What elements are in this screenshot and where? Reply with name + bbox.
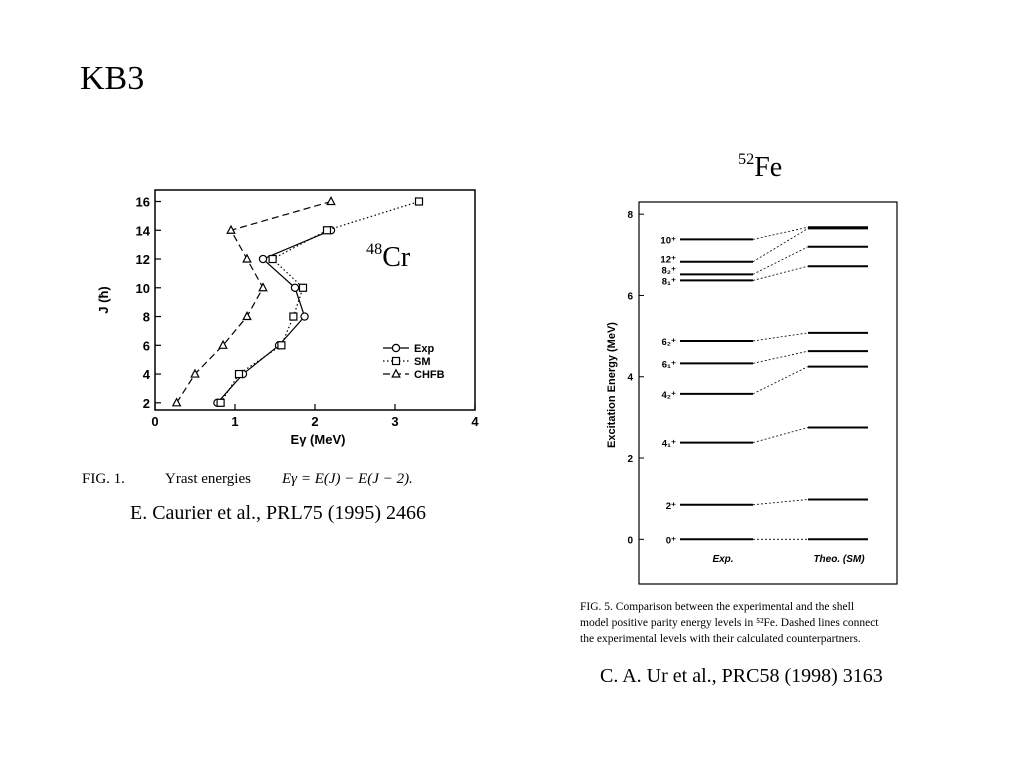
level-y-tick-label: 4	[627, 373, 633, 384]
data-point-chfb	[258, 282, 268, 292]
level-y-tick-label: 0	[627, 535, 633, 546]
series-chfb	[171, 196, 336, 407]
data-point-sm	[234, 369, 244, 379]
connector-line	[752, 366, 809, 395]
y-tick-label: 10	[136, 281, 150, 296]
level-label: 2⁺	[666, 501, 676, 512]
energy-level: 4₁⁺	[662, 426, 868, 450]
fig1-caption-text: Yrast energies	[165, 471, 251, 487]
x-tick-label: 3	[391, 414, 398, 429]
data-point-sm	[277, 341, 286, 350]
level-y-tick-label: 2	[627, 454, 633, 465]
legend-marker	[391, 356, 401, 366]
data-point-sm	[216, 398, 225, 407]
energy-level: 0⁺	[666, 535, 868, 546]
energy-level: 6₁⁺	[662, 350, 868, 370]
y-tick-label: 6	[143, 338, 150, 353]
level-label: 10⁺	[660, 235, 676, 246]
data-point-exp	[258, 254, 268, 264]
energy-level: 6₂⁺	[661, 331, 868, 348]
fe52-label: 52Fe	[738, 149, 783, 184]
column-label-theo: Theo. (SM)	[813, 554, 865, 565]
series-exp	[213, 226, 336, 408]
y-axis-label: J (ħ)	[96, 286, 111, 313]
connector-line	[752, 228, 809, 263]
legend-label: CHFB	[414, 369, 445, 381]
level-label: 8₂⁺	[661, 265, 676, 276]
y-tick-label: 12	[136, 252, 150, 267]
right-citation: C. A. Ur et al., PRC58 (1998) 3163	[600, 665, 883, 687]
level-label: 8₁⁺	[662, 276, 676, 287]
fig1-caption-formula: Eγ = E(J) − E(J − 2).	[281, 471, 413, 487]
left-citation: E. Caurier et al., PRL75 (1995) 2466	[130, 502, 427, 524]
fig5-caption-line2: model positive parity energy levels in ⁵…	[580, 617, 879, 629]
connector-line	[752, 350, 809, 364]
energy-level: 8₂⁺	[661, 245, 868, 276]
slide-title: KB3	[80, 60, 145, 97]
level-y-axis-label: Excitation Energy (MeV)	[606, 322, 618, 448]
fig1-caption-number: FIG. 1.	[82, 471, 125, 487]
column-label-exp: Exp.	[712, 554, 733, 565]
series-line-chfb	[176, 200, 332, 404]
data-point-chfb	[326, 196, 336, 206]
data-point-chfb	[242, 253, 252, 263]
cr48-mass-number: 48	[366, 239, 383, 258]
legend-label: Exp	[414, 343, 434, 355]
connector-line	[752, 499, 809, 506]
x-tick-label: 0	[151, 414, 158, 429]
data-point-sm	[268, 254, 277, 264]
cr48-label: 48Cr	[366, 239, 411, 274]
x-tick-label: 2	[311, 414, 318, 429]
data-point-exp	[300, 312, 309, 321]
level-label: 6₂⁺	[661, 337, 676, 348]
x-tick-label: 1	[231, 414, 238, 429]
data-point-chfb	[226, 224, 236, 234]
connector-line	[752, 246, 809, 275]
x-axis-label: Eγ (MeV)	[291, 432, 346, 447]
data-point-chfb	[171, 397, 182, 407]
cr48-element: Cr	[382, 242, 411, 273]
x-tick-label: 4	[471, 414, 479, 429]
fe52-element: Fe	[754, 152, 783, 183]
series-sm	[216, 197, 424, 407]
legend-marker	[391, 343, 401, 353]
data-point-sm	[414, 197, 424, 206]
energy-level: 2⁺	[666, 498, 868, 512]
legend-marker	[391, 368, 401, 378]
level-label: 4₁⁺	[662, 439, 676, 450]
energy-level: 8₁⁺	[662, 265, 868, 287]
data-point-chfb	[218, 339, 228, 349]
level-y-tick-label: 6	[627, 291, 633, 302]
data-point-chfb	[190, 368, 200, 378]
connector-line	[752, 332, 809, 342]
level-label: 0⁺	[666, 535, 676, 546]
connector-line	[752, 226, 809, 240]
y-tick-label: 4	[143, 367, 151, 382]
energy-level: 12⁺	[660, 227, 868, 265]
data-point-sm	[289, 312, 298, 321]
energy-level: 10⁺	[660, 226, 868, 246]
y-tick-label: 16	[136, 195, 150, 210]
data-point-sm	[322, 226, 332, 235]
data-point-sm	[298, 283, 308, 292]
connector-line	[752, 427, 809, 443]
data-point-chfb	[242, 311, 252, 321]
data-point-exp	[290, 283, 300, 292]
level-y-tick-label: 8	[627, 210, 633, 221]
connector-line	[752, 265, 809, 281]
y-tick-label: 8	[143, 310, 150, 325]
fig5-caption-line3: the experimental levels with their calcu…	[580, 633, 861, 645]
level-label: 12⁺	[660, 254, 676, 265]
level-label: 6₁⁺	[662, 359, 676, 370]
fig5-caption-line1: FIG. 5. Comparison between the experimen…	[580, 601, 854, 613]
y-tick-label: 14	[136, 223, 151, 238]
level-label: 4₂⁺	[661, 390, 676, 401]
y-tick-label: 2	[143, 396, 150, 411]
energy-level: 4₂⁺	[661, 365, 868, 401]
level-scheme-frame	[638, 201, 898, 585]
legend-label: SM	[414, 356, 431, 368]
series-line-sm	[220, 200, 420, 404]
fe52-mass-number: 52	[738, 149, 755, 168]
